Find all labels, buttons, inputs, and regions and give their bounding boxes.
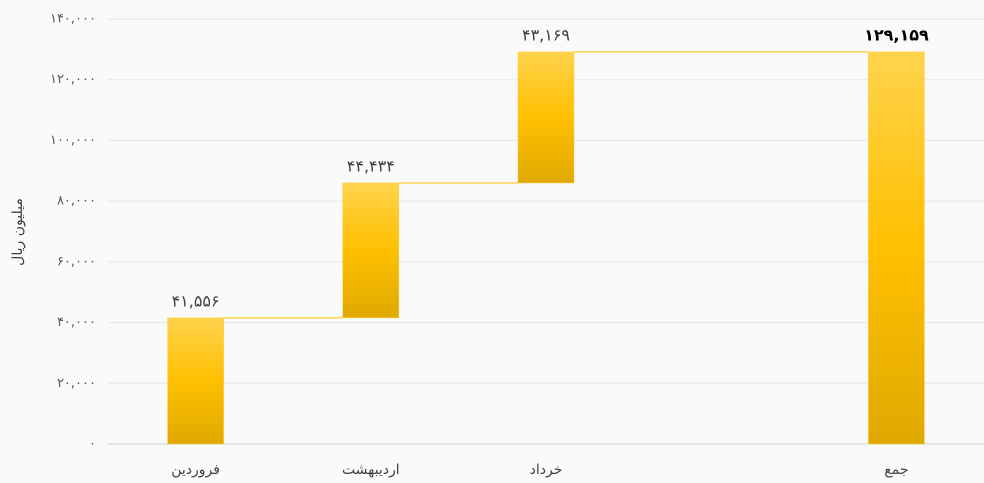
y-tick-label: ۱۲۰,۰۰۰ [50, 72, 96, 87]
value-label: ۴۴,۴۳۴ [347, 156, 395, 175]
y-tick-label: ۱۰۰,۰۰۰ [50, 133, 96, 148]
y-tick-label: ۲۰,۰۰۰ [57, 376, 96, 391]
bar [342, 182, 400, 319]
x-tick-label: اردیبهشت [342, 462, 400, 478]
y-axis-label: میلیون ریال [10, 198, 26, 266]
x-tick-label: جمع [884, 462, 908, 478]
value-label: ۱۲۹,۱۵۹ [864, 25, 929, 44]
x-tick-label: خرداد [530, 462, 563, 478]
y-tick-label: ۱۴۰,۰۰۰ [50, 12, 96, 27]
bar [868, 51, 925, 445]
y-tick-label: ۰ [89, 437, 96, 452]
x-tick-label: فروردین [171, 462, 220, 478]
y-tick-label: ۸۰,۰۰۰ [57, 194, 96, 209]
y-tick-label: ۶۰,۰۰۰ [57, 254, 96, 269]
value-label: ۴۳,۱۶۹ [522, 25, 570, 44]
y-tick-label: ۴۰,۰۰۰ [57, 315, 96, 330]
value-label: ۴۱,۵۵۶ [172, 291, 220, 310]
bar [517, 51, 575, 184]
bar [167, 317, 224, 445]
